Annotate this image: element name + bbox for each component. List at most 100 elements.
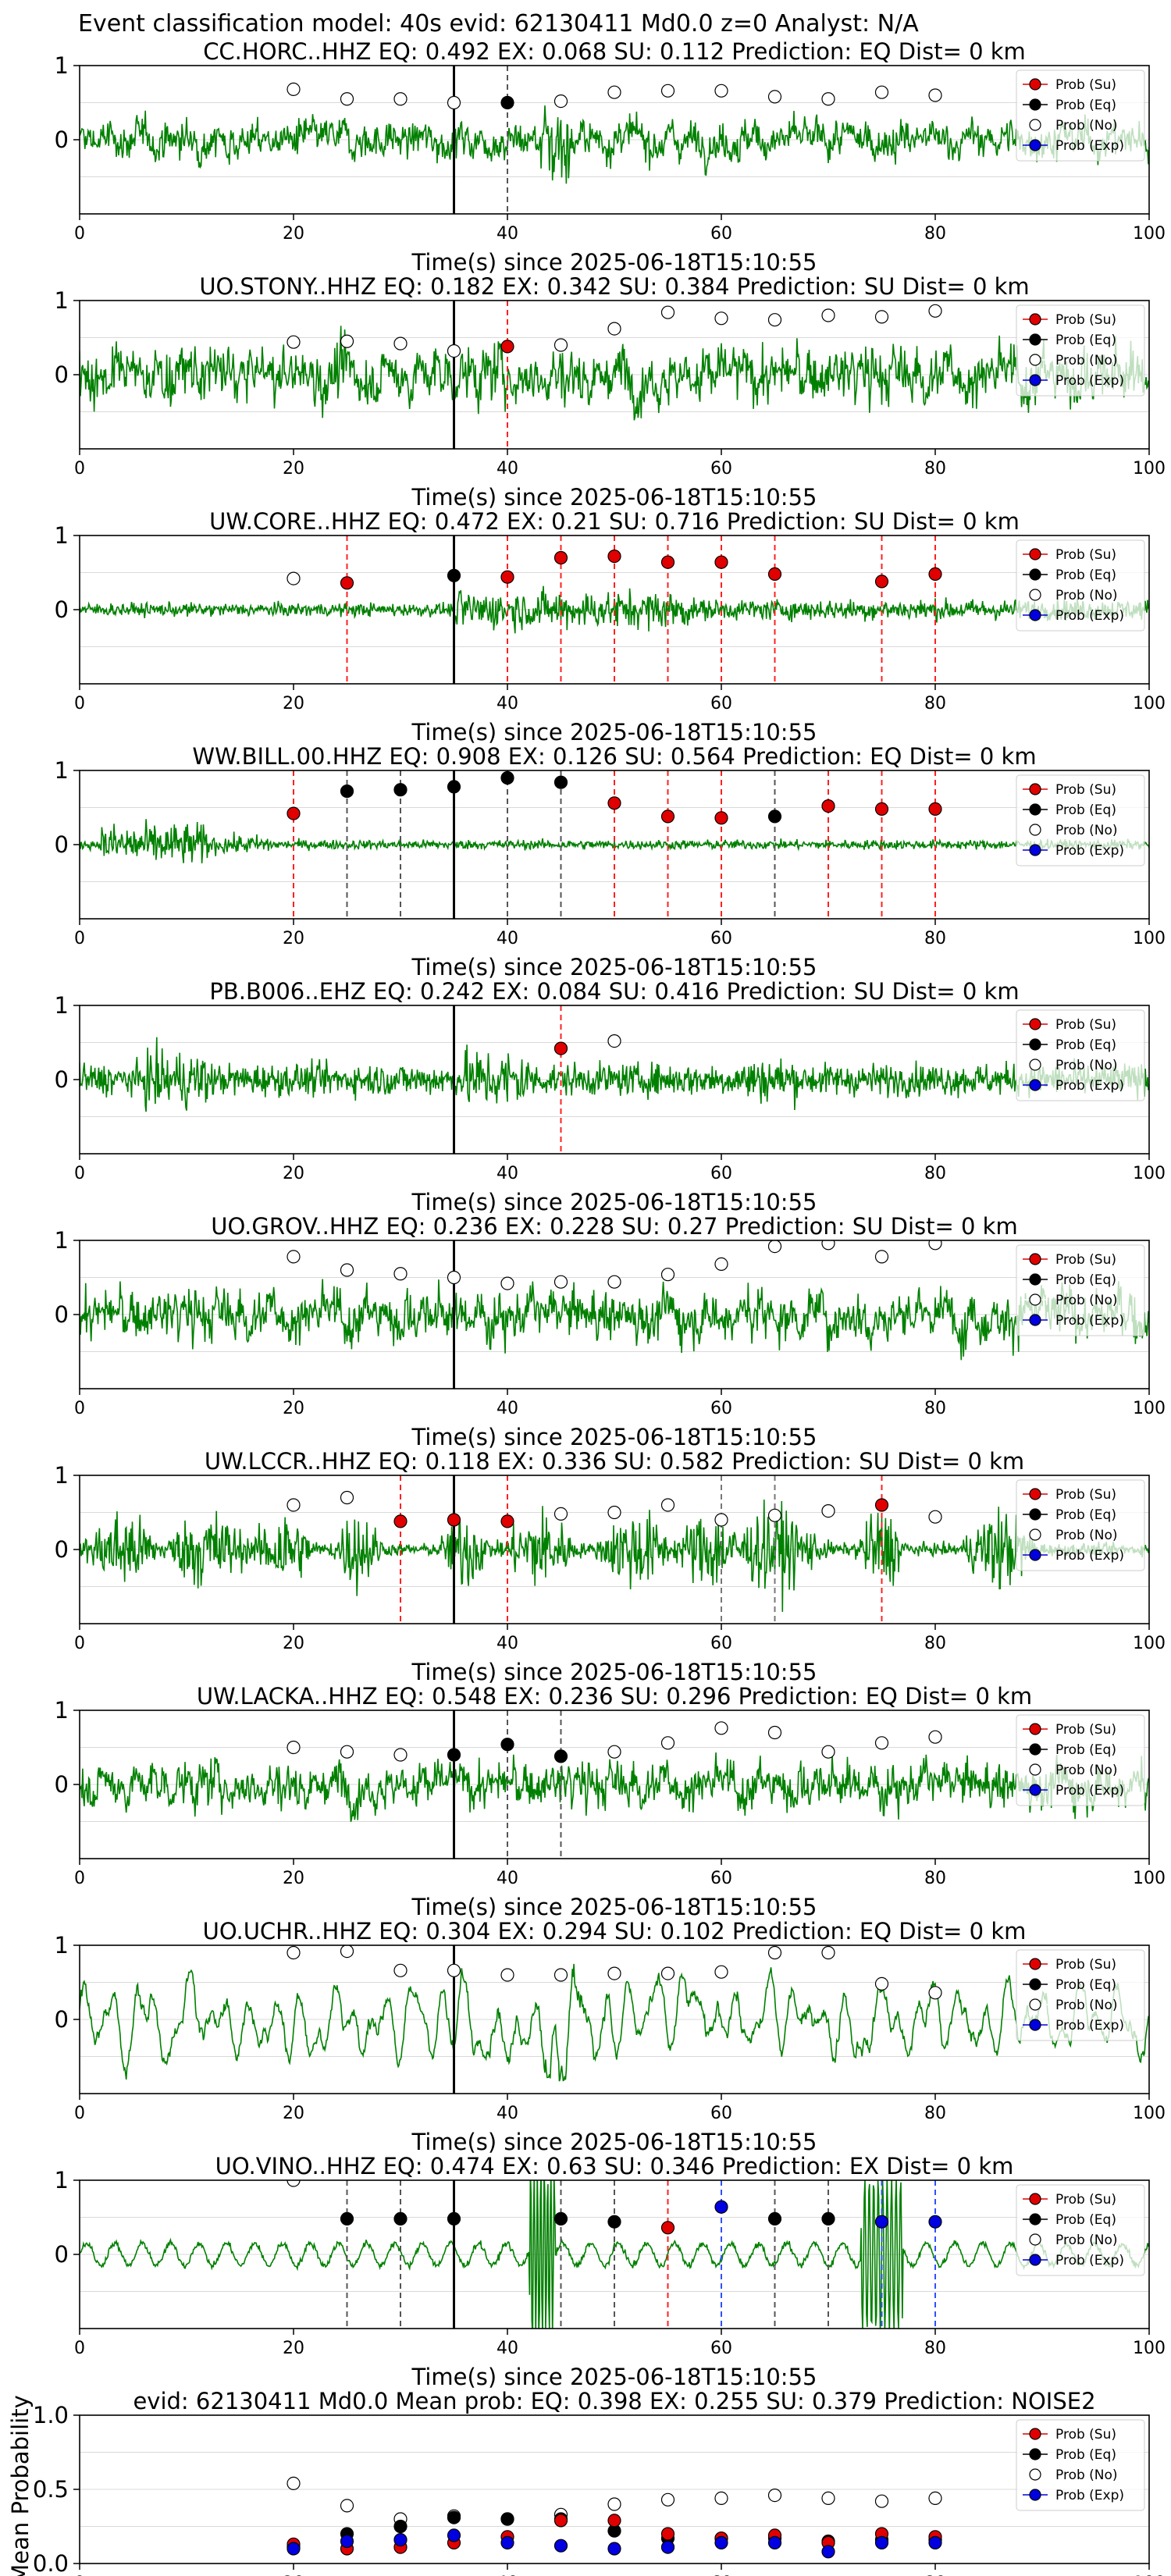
prob-point-no bbox=[500, 1276, 514, 1290]
legend-box bbox=[1016, 774, 1145, 866]
legend-label-eq: Prob (Eq) bbox=[1055, 333, 1116, 348]
prob-point-no bbox=[928, 1986, 942, 2000]
prob-point-su bbox=[287, 806, 301, 820]
y-tick-label: 1 bbox=[55, 992, 69, 1019]
prob-point-no bbox=[607, 322, 621, 336]
legend-marker-su bbox=[1029, 1253, 1041, 1265]
y-tick-label: 0 bbox=[55, 126, 69, 153]
legend-marker-su bbox=[1029, 313, 1041, 326]
mean-point-exp bbox=[393, 2533, 408, 2547]
x-tick-label: 0 bbox=[74, 459, 85, 479]
x-tick-label: 60 bbox=[710, 929, 732, 948]
x-tick-label: 60 bbox=[710, 1634, 732, 1653]
mean-point-exp bbox=[447, 2528, 461, 2542]
prob-point-no bbox=[607, 1966, 621, 1980]
panel-title: CC.HORC..HHZ EQ: 0.492 EX: 0.068 SU: 0.1… bbox=[203, 38, 1026, 65]
prob-point-eq bbox=[821, 2211, 835, 2226]
legend-marker-exp bbox=[1029, 1314, 1041, 1326]
waveform-panel-3: UW.CORE..HHZ EQ: 0.472 EX: 0.21 SU: 0.71… bbox=[55, 508, 1166, 745]
x-tick-label: 60 bbox=[710, 2339, 732, 2358]
mean-point-no bbox=[340, 2499, 354, 2513]
prob-point-no bbox=[874, 1736, 889, 1750]
prob-point-no bbox=[714, 311, 728, 326]
legend-label-su: Prob (Su) bbox=[1055, 1957, 1116, 1973]
prob-point-no bbox=[660, 84, 675, 98]
x-tick-label: 60 bbox=[710, 694, 732, 713]
legend-marker-su bbox=[1029, 548, 1041, 560]
legend-marker-exp bbox=[1029, 609, 1041, 621]
x-axis-label: Time(s) since 2025-06-18T15:10:55 bbox=[411, 1894, 817, 1920]
legend-label-eq: Prob (Eq) bbox=[1055, 1037, 1116, 1053]
prob-point-su bbox=[500, 1514, 514, 1528]
legend-marker-eq bbox=[1029, 803, 1041, 816]
legend-marker-exp bbox=[1029, 1549, 1041, 1561]
x-tick-label: 40 bbox=[497, 1399, 518, 1418]
x-tick-label: 0 bbox=[74, 1399, 85, 1418]
prob-point-no bbox=[714, 1513, 728, 1527]
x-tick-label: 20 bbox=[283, 459, 304, 479]
y-tick-label: 1 bbox=[55, 757, 69, 784]
prob-point-no bbox=[821, 1503, 835, 1518]
mean-point-exp bbox=[287, 2542, 301, 2556]
legend-label-eq: Prob (Eq) bbox=[1055, 1742, 1116, 1758]
x-tick-label: 60 bbox=[710, 2104, 732, 2123]
prob-point-no bbox=[928, 1240, 942, 1251]
x-tick-label: 80 bbox=[924, 459, 946, 479]
panel-title: WW.BILL.00.HHZ EQ: 0.908 EX: 0.126 SU: 0… bbox=[192, 743, 1036, 770]
legend-box bbox=[1016, 304, 1145, 397]
prob-point-no bbox=[821, 1240, 835, 1251]
legend-marker-eq bbox=[1029, 333, 1041, 346]
legend-marker-no bbox=[1029, 354, 1041, 366]
y-tick-label: 0 bbox=[55, 2006, 69, 2033]
x-tick-label: 60 bbox=[710, 1869, 732, 1888]
y-tick-label: 0 bbox=[55, 1771, 69, 1798]
legend-label-su: Prob (Su) bbox=[1055, 1487, 1116, 1503]
legend-label-su: Prob (Su) bbox=[1055, 1722, 1116, 1738]
x-tick-label: 20 bbox=[283, 1634, 304, 1653]
legend-label-no: Prob (No) bbox=[1055, 1528, 1118, 1543]
legend-label-no: Prob (No) bbox=[1055, 1058, 1118, 1073]
panel-title: UO.STONY..HHZ EQ: 0.182 EX: 0.342 SU: 0.… bbox=[199, 273, 1029, 300]
waveform-panel-6: UO.GROV..HHZ EQ: 0.236 EX: 0.228 SU: 0.2… bbox=[55, 1213, 1166, 1450]
prob-point-exp bbox=[928, 2215, 942, 2229]
x-tick-label: 40 bbox=[497, 694, 518, 713]
x-tick-label: 80 bbox=[924, 1164, 946, 1183]
legend-box bbox=[1016, 1009, 1145, 1101]
prob-point-su bbox=[393, 1514, 408, 1528]
x-tick-label: 20 bbox=[283, 694, 304, 713]
mean-point-no bbox=[660, 2492, 675, 2507]
mean-point-eq bbox=[393, 2519, 408, 2534]
prob-point-no bbox=[874, 85, 889, 99]
prob-point-su bbox=[553, 1041, 568, 1055]
legend: Prob (Su) Prob (Eq) Prob (No) Prob (Exp) bbox=[1016, 304, 1145, 397]
legend-label-eq: Prob (Eq) bbox=[1055, 2212, 1116, 2228]
prob-point-no bbox=[928, 1730, 942, 1744]
prob-point-no bbox=[607, 85, 621, 99]
plot-area bbox=[80, 535, 1149, 684]
panel-title: UW.LACKA..HHZ EQ: 0.548 EX: 0.236 SU: 0.… bbox=[197, 1683, 1032, 1710]
prob-point-no bbox=[553, 1968, 568, 1982]
waveform-panel-5: PB.B006..EHZ EQ: 0.242 EX: 0.084 SU: 0.4… bbox=[55, 978, 1166, 1215]
x-tick-label: 80 bbox=[924, 1634, 946, 1653]
y-tick-label: 0 bbox=[55, 2241, 69, 2268]
prob-point-eq bbox=[500, 1738, 514, 1752]
legend-marker-eq bbox=[1029, 1273, 1041, 1286]
legend-label-exp: Prob (Exp) bbox=[1055, 1313, 1124, 1329]
legend-label-su: Prob (Su) bbox=[1055, 312, 1116, 328]
x-tick-label: 60 bbox=[710, 1164, 732, 1183]
legend-marker-no bbox=[1029, 1528, 1041, 1541]
panel-title: UO.UCHR..HHZ EQ: 0.304 EX: 0.294 SU: 0.1… bbox=[203, 1918, 1027, 1944]
x-tick-label: 100 bbox=[1133, 1869, 1166, 1888]
prob-point-su bbox=[500, 570, 514, 584]
legend-label-exp: Prob (Exp) bbox=[1055, 2253, 1124, 2268]
waveform-panel-10: UO.VINO..HHZ EQ: 0.474 EX: 0.63 SU: 0.34… bbox=[55, 2153, 1166, 2390]
waveform-trace bbox=[80, 1037, 1149, 1112]
legend-marker-no bbox=[1029, 1293, 1041, 1306]
legend-box bbox=[1016, 539, 1145, 632]
prob-point-su bbox=[767, 567, 782, 582]
prob-point-no bbox=[821, 92, 835, 106]
legend-box bbox=[1016, 2419, 1145, 2511]
prob-point-no bbox=[447, 1963, 461, 1977]
legend-label-exp: Prob (Exp) bbox=[1055, 2018, 1124, 2033]
plot-area bbox=[80, 1710, 1149, 1859]
